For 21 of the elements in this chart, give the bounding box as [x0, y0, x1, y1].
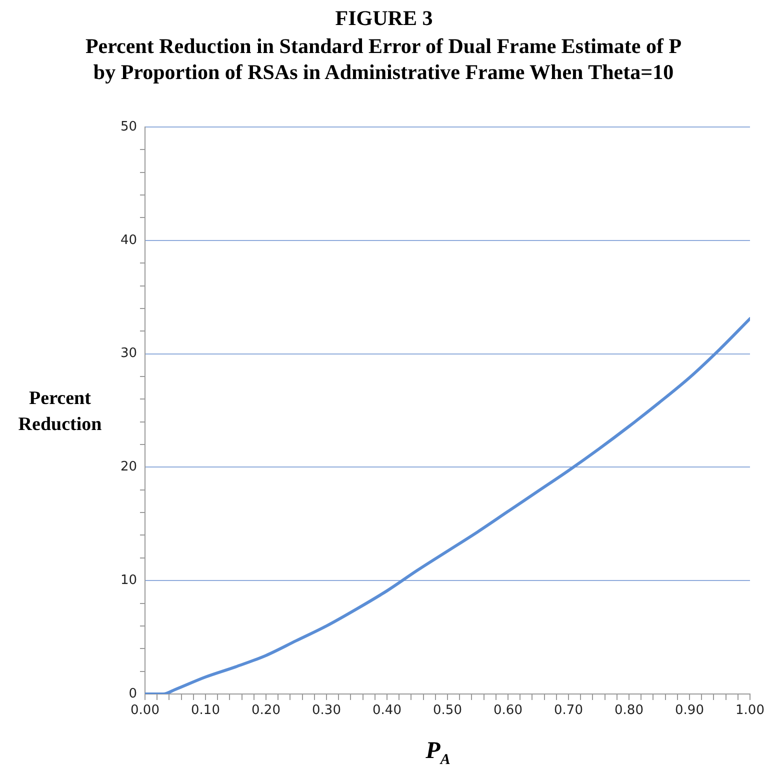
chart-subtitle: Percent Reduction in Standard Error of Dual Frame Estimate of P by Proportion of RSAs in Administrative Frame When Theta=10: [84, 33, 683, 85]
x-tick-label: 0.20: [252, 703, 280, 718]
x-tick-label: 0.10: [191, 703, 220, 718]
x-tick-label: 0.00: [130, 703, 160, 718]
y-tick-label: 40: [120, 232, 137, 248]
y-tick-label: 50: [120, 119, 137, 134]
x-tick-label: 0.30: [312, 703, 341, 718]
chart-title: FIGURE 3: [334, 6, 434, 31]
x-tick-label: 0.70: [554, 703, 583, 718]
y-axis-title: Percent Reduction: [17, 387, 103, 437]
x-tick-label: 0.60: [494, 703, 522, 718]
x-tick-label: 0.80: [614, 703, 644, 718]
y-tick-label: 30: [120, 346, 137, 362]
x-tick-label: 0.90: [675, 703, 704, 718]
x-tick-label: 0.40: [372, 703, 402, 718]
y-tick-label: 10: [120, 572, 137, 588]
x-tick-label: 0.50: [433, 703, 462, 718]
x-tick-label: 1.00: [736, 703, 764, 718]
y-tick-label: 0: [128, 686, 137, 702]
y-tick-label: 20: [120, 460, 137, 475]
x-axis-title: P$_{A}$: [424, 738, 452, 769]
